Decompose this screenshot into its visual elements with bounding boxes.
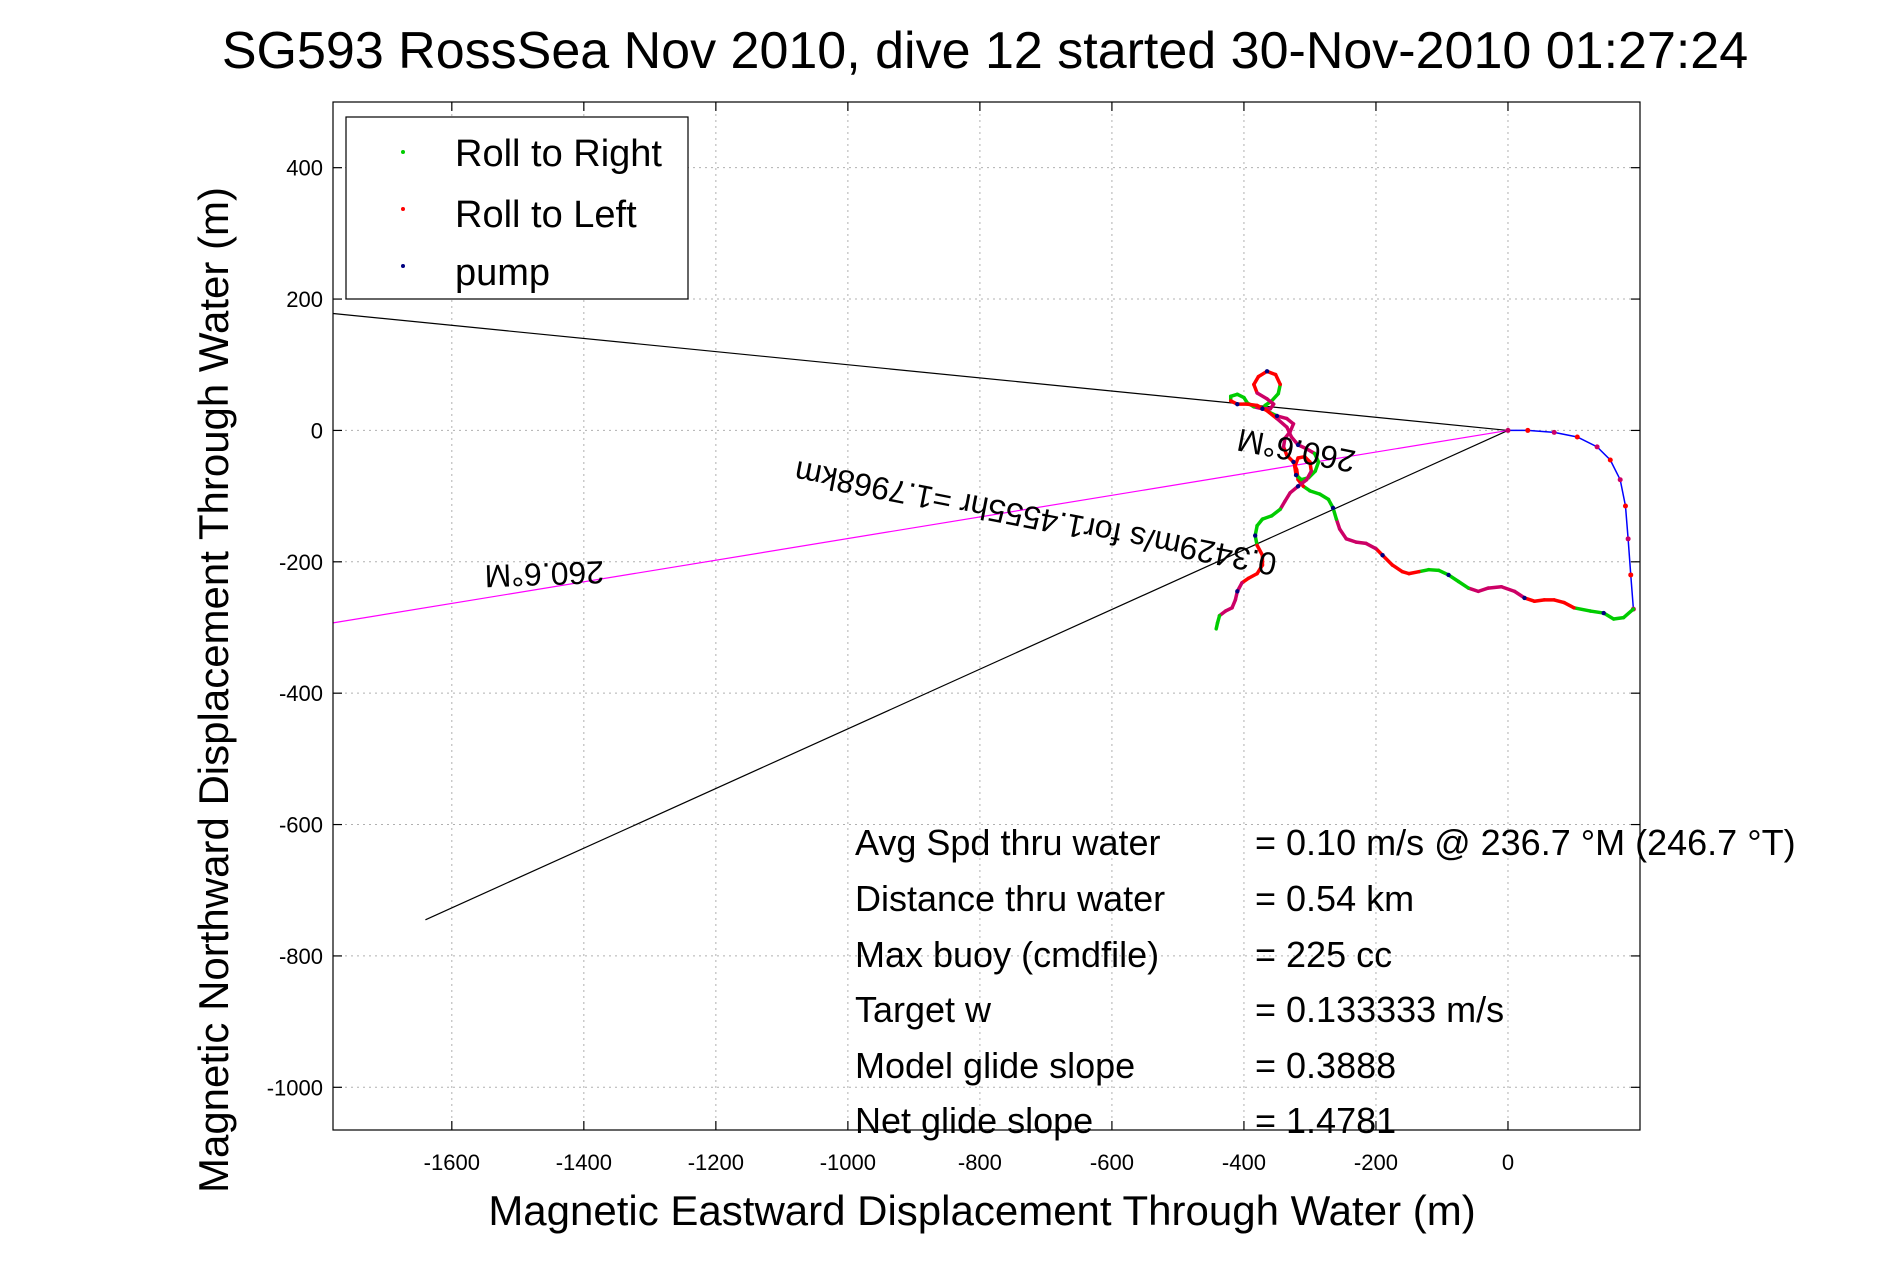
y-tick-label: -1000 (267, 1075, 323, 1100)
pump-marker (1235, 589, 1240, 594)
dive-track-point (1594, 444, 1600, 450)
x-tick-label: -1400 (556, 1150, 612, 1175)
pump-marker (1293, 472, 1299, 478)
stats-label-max-buoy: Max buoy (cmdfile) (855, 934, 1159, 975)
pump-marker (1601, 610, 1606, 616)
pump-marker (1235, 401, 1240, 407)
pump-marker (1295, 442, 1301, 448)
y-axis-title: Magnetic Northward Displacement Through … (190, 187, 237, 1193)
y-tick-label: -600 (279, 813, 323, 838)
y-tick-label: 0 (311, 418, 323, 443)
x-axis-title: Magnetic Eastward Displacement Through W… (488, 1187, 1475, 1234)
stats-value-max-buoy: = 225 cc (1255, 934, 1392, 975)
x-tick-label: 0 (1502, 1150, 1514, 1175)
x-axis-ticks: -1600 -1400 -1200 -1000 -800 -600 -400 -200 0 (424, 102, 1514, 1175)
surface-track-segment (1255, 543, 1265, 557)
dive-track-point (1551, 429, 1557, 435)
surface-track-segment (1456, 579, 1471, 590)
surface-track-segment (1380, 553, 1395, 567)
x-tick-label: -1600 (424, 1150, 480, 1175)
legend-marker-roll-right (401, 150, 405, 154)
stats-label-model-glide-slope: Model glide slope (855, 1045, 1135, 1086)
y-tick-label: 200 (286, 287, 323, 312)
stats-label-avg-speed: Avg Spd thru water (855, 822, 1161, 863)
y-tick-label: -200 (279, 550, 323, 575)
surface-track-segment (1255, 391, 1269, 401)
dive-track-point (1574, 434, 1580, 440)
legend-label-pump: pump (455, 252, 550, 294)
surface-track-segment (1588, 609, 1606, 615)
surface-track-segment (1364, 541, 1378, 551)
x-tick-label: -800 (958, 1150, 1002, 1175)
stats-label-net-glide-slope: Net glide slope (855, 1100, 1093, 1141)
legend-label-roll-left: Roll to Left (455, 194, 637, 236)
pump-marker (1291, 459, 1296, 465)
stats-value-model-glide-slope: = 0.3888 (1255, 1045, 1396, 1086)
pump-marker (1252, 533, 1258, 538)
legend: Roll to Right Roll to Left pump (345, 116, 689, 300)
dive-track-point (1505, 427, 1511, 433)
reference-line-1 (425, 429, 1509, 921)
stats-value-avg-speed: = 0.10 m/s @ 236.7 °M (246.7 °T) (1255, 822, 1796, 863)
dive-track-point (1622, 503, 1628, 509)
surface-track-segment (1275, 416, 1289, 429)
dive-track-point (1525, 427, 1531, 433)
surface-track-segment (1621, 607, 1636, 620)
pump-marker (1380, 553, 1385, 558)
dive-track-point (1617, 477, 1623, 483)
y-tick-label: -400 (279, 681, 323, 706)
reference-lines (332, 312, 1509, 921)
y-axis-ticks: 400 200 0 -200 -400 -600 -800 -1000 (267, 156, 1640, 1100)
surface-track-segment (1572, 606, 1593, 613)
legend-marker-pump (401, 264, 405, 268)
x-tick-label: -600 (1090, 1150, 1134, 1175)
tracks (1214, 369, 1636, 631)
y-tick-label: -800 (279, 944, 323, 969)
pump-marker (1330, 505, 1336, 511)
stats-label-distance: Distance thru water (855, 878, 1165, 919)
surface-track-segment (1562, 600, 1576, 610)
x-tick-label: -1000 (820, 1150, 876, 1175)
dive-track-point (1607, 457, 1613, 463)
surface-track-segment (1499, 585, 1517, 594)
plot-frame (332, 101, 1641, 1131)
surface-track-segment (1337, 527, 1349, 541)
x-tick-label: -400 (1222, 1150, 1266, 1175)
legend-label-roll-right: Roll to Right (455, 133, 662, 175)
pump-marker (1264, 369, 1270, 374)
pump-marker (1522, 595, 1527, 601)
pump-marker (1446, 572, 1451, 578)
heading-label-left: 260.6°M (484, 554, 605, 594)
surface-track-segment (1273, 372, 1282, 387)
surface-track-segment (1214, 621, 1220, 631)
pump-marker (1295, 484, 1301, 489)
stats-label-target-w: Target w (855, 989, 992, 1030)
pump-marker (1274, 413, 1280, 419)
dive-track-point (1625, 536, 1631, 542)
stats-value-target-w: = 0.133333 m/s (1255, 989, 1504, 1030)
pump-marker (1260, 406, 1265, 411)
x-tick-label: -1200 (688, 1150, 744, 1175)
stats-value-distance: = 0.54 km (1255, 878, 1414, 919)
surface-track-segment (1269, 507, 1282, 518)
surface-track-segment (1285, 425, 1294, 439)
stats-panel: Avg Spd thru water = 0.10 m/s @ 236.7 °M… (855, 822, 1796, 1141)
chart-title: SG593 RossSea Nov 2010, dive 12 started … (222, 22, 1748, 80)
surface-track-segment (1486, 585, 1504, 590)
reference-line-2 (332, 429, 1509, 624)
dive-track-point (1628, 572, 1634, 578)
legend-marker-roll-left (401, 207, 405, 211)
y-tick-label: 400 (286, 156, 323, 181)
x-tick-label: -200 (1354, 1150, 1398, 1175)
stats-value-net-glide-slope: = 1.4781 (1255, 1100, 1396, 1141)
surface-track-segment (1390, 563, 1405, 574)
reference-line-0 (332, 312, 1509, 432)
